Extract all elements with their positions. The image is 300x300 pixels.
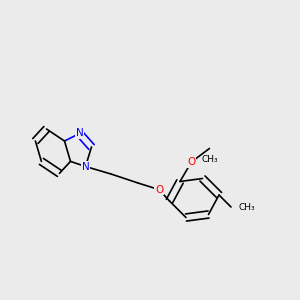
Text: O: O — [187, 157, 196, 167]
Text: CH₃: CH₃ — [238, 202, 255, 211]
Text: N: N — [82, 161, 89, 172]
Text: N: N — [76, 128, 83, 139]
Text: CH₃: CH₃ — [201, 154, 218, 164]
Text: O: O — [155, 184, 163, 195]
